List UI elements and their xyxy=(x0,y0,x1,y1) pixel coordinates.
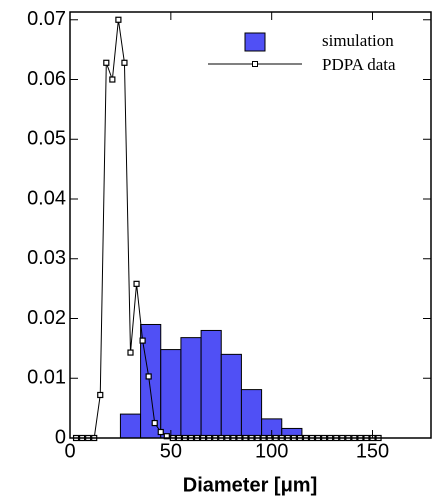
data-marker xyxy=(151,419,158,427)
y-tick-label: 0.07 xyxy=(27,8,66,30)
histogram-bar xyxy=(160,349,182,439)
x-tick-label: 50 xyxy=(160,440,182,462)
data-marker xyxy=(157,428,164,436)
data-marker xyxy=(133,280,140,287)
histogram-bar xyxy=(240,389,263,439)
data-marker xyxy=(121,59,128,66)
x-axis-label: Diameter [μm] xyxy=(183,474,318,496)
legend-label: simulation xyxy=(322,31,394,50)
y-tick-label: 0.05 xyxy=(27,128,66,150)
y-tick-label: 0 xyxy=(55,426,66,448)
plot-frame xyxy=(69,11,432,439)
data-marker xyxy=(145,373,152,380)
data-marker xyxy=(139,337,146,344)
data-marker xyxy=(103,59,110,66)
y-tick-label: 0.06 xyxy=(27,68,66,90)
data-marker xyxy=(127,349,134,356)
histogram-bar xyxy=(220,353,242,439)
histogram-bar xyxy=(119,413,142,439)
x-tick-label: 150 xyxy=(356,440,389,462)
legend-label: PDPA data xyxy=(322,55,396,74)
histogram-bar xyxy=(200,329,222,439)
histogram-bar xyxy=(180,337,202,439)
y-tick-label: 0.01 xyxy=(27,367,66,389)
x-tick-label: 0 xyxy=(64,440,75,462)
legend-swatch xyxy=(244,32,266,52)
y-tick-label: 0.02 xyxy=(27,307,66,329)
data-marker xyxy=(115,16,122,23)
y-tick-label: 0.03 xyxy=(27,247,66,269)
y-tick-label: 0.04 xyxy=(27,187,66,209)
data-marker xyxy=(109,76,116,83)
data-marker xyxy=(97,391,104,399)
legend-marker xyxy=(252,61,258,67)
x-tick-label: 100 xyxy=(255,440,288,462)
